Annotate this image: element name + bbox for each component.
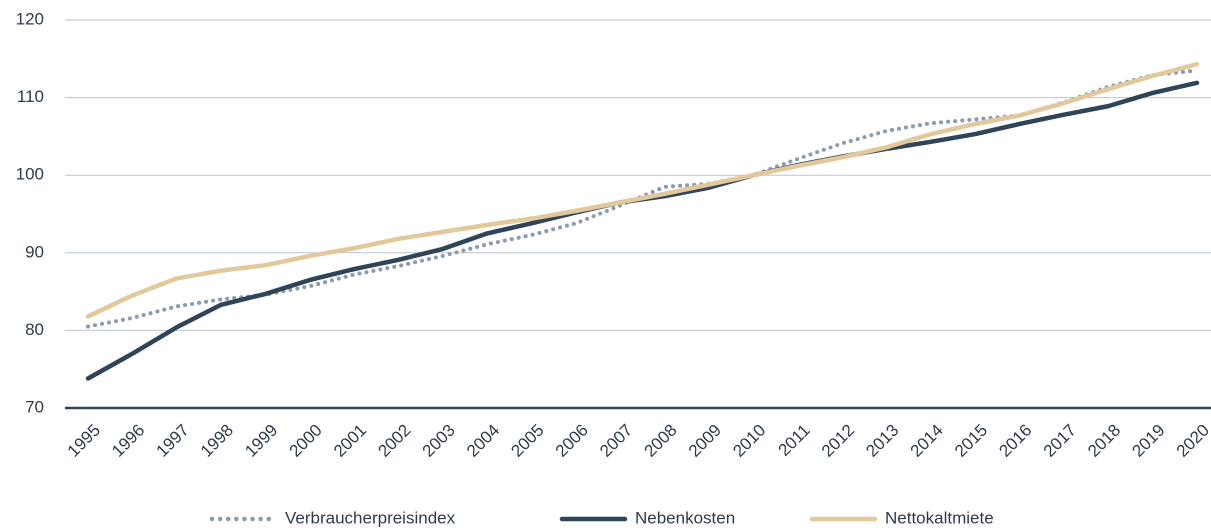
x-tick-label: 2007 [596, 421, 636, 461]
x-tick-label: 1998 [197, 421, 237, 461]
x-tick-label: 2012 [818, 421, 858, 461]
x-tick-label: 2000 [286, 421, 326, 461]
x-tick-label: 2014 [907, 421, 947, 461]
x-tick-label: 2003 [419, 421, 459, 461]
x-tick-label: 2019 [1128, 421, 1168, 461]
y-tick-label: 70 [25, 397, 44, 416]
series-line [85, 80, 1200, 381]
x-tick-label: 2015 [951, 421, 991, 461]
x-tick-label: 2004 [463, 421, 503, 461]
x-tick-label: 2008 [640, 421, 680, 461]
x-tick-label: 2020 [1173, 421, 1211, 461]
x-tick-label: 1999 [241, 421, 281, 461]
y-tick-label: 80 [25, 320, 44, 339]
x-tick-label: 2001 [330, 421, 370, 461]
x-tick-label: 2002 [374, 421, 414, 461]
y-tick-label: 100 [16, 165, 44, 184]
x-tick-label: 2017 [1040, 421, 1080, 461]
legend-label: Nettokaltmiete [885, 508, 994, 527]
y-tick-label: 90 [25, 242, 44, 261]
y-tick-label: 120 [16, 9, 44, 28]
x-tick-label: 2010 [729, 421, 769, 461]
y-tick-label: 110 [17, 87, 44, 106]
x-tick-label: 1995 [64, 421, 104, 461]
x-tick-label: 2016 [995, 421, 1035, 461]
legend-label: Verbraucherpreisindex [285, 508, 456, 527]
x-tick-label: 2011 [774, 421, 813, 460]
x-tick-label: 2018 [1084, 421, 1124, 461]
series-line [85, 61, 1200, 319]
legend-label: Nebenkosten [635, 508, 735, 527]
x-tick-label: 1997 [153, 421, 193, 461]
x-tick-label: 2005 [507, 421, 547, 461]
x-tick-label: 2006 [552, 421, 592, 461]
x-tick-label: 2013 [862, 421, 902, 461]
x-tick-label: 1996 [108, 421, 148, 461]
x-tick-label: 2009 [685, 421, 725, 461]
